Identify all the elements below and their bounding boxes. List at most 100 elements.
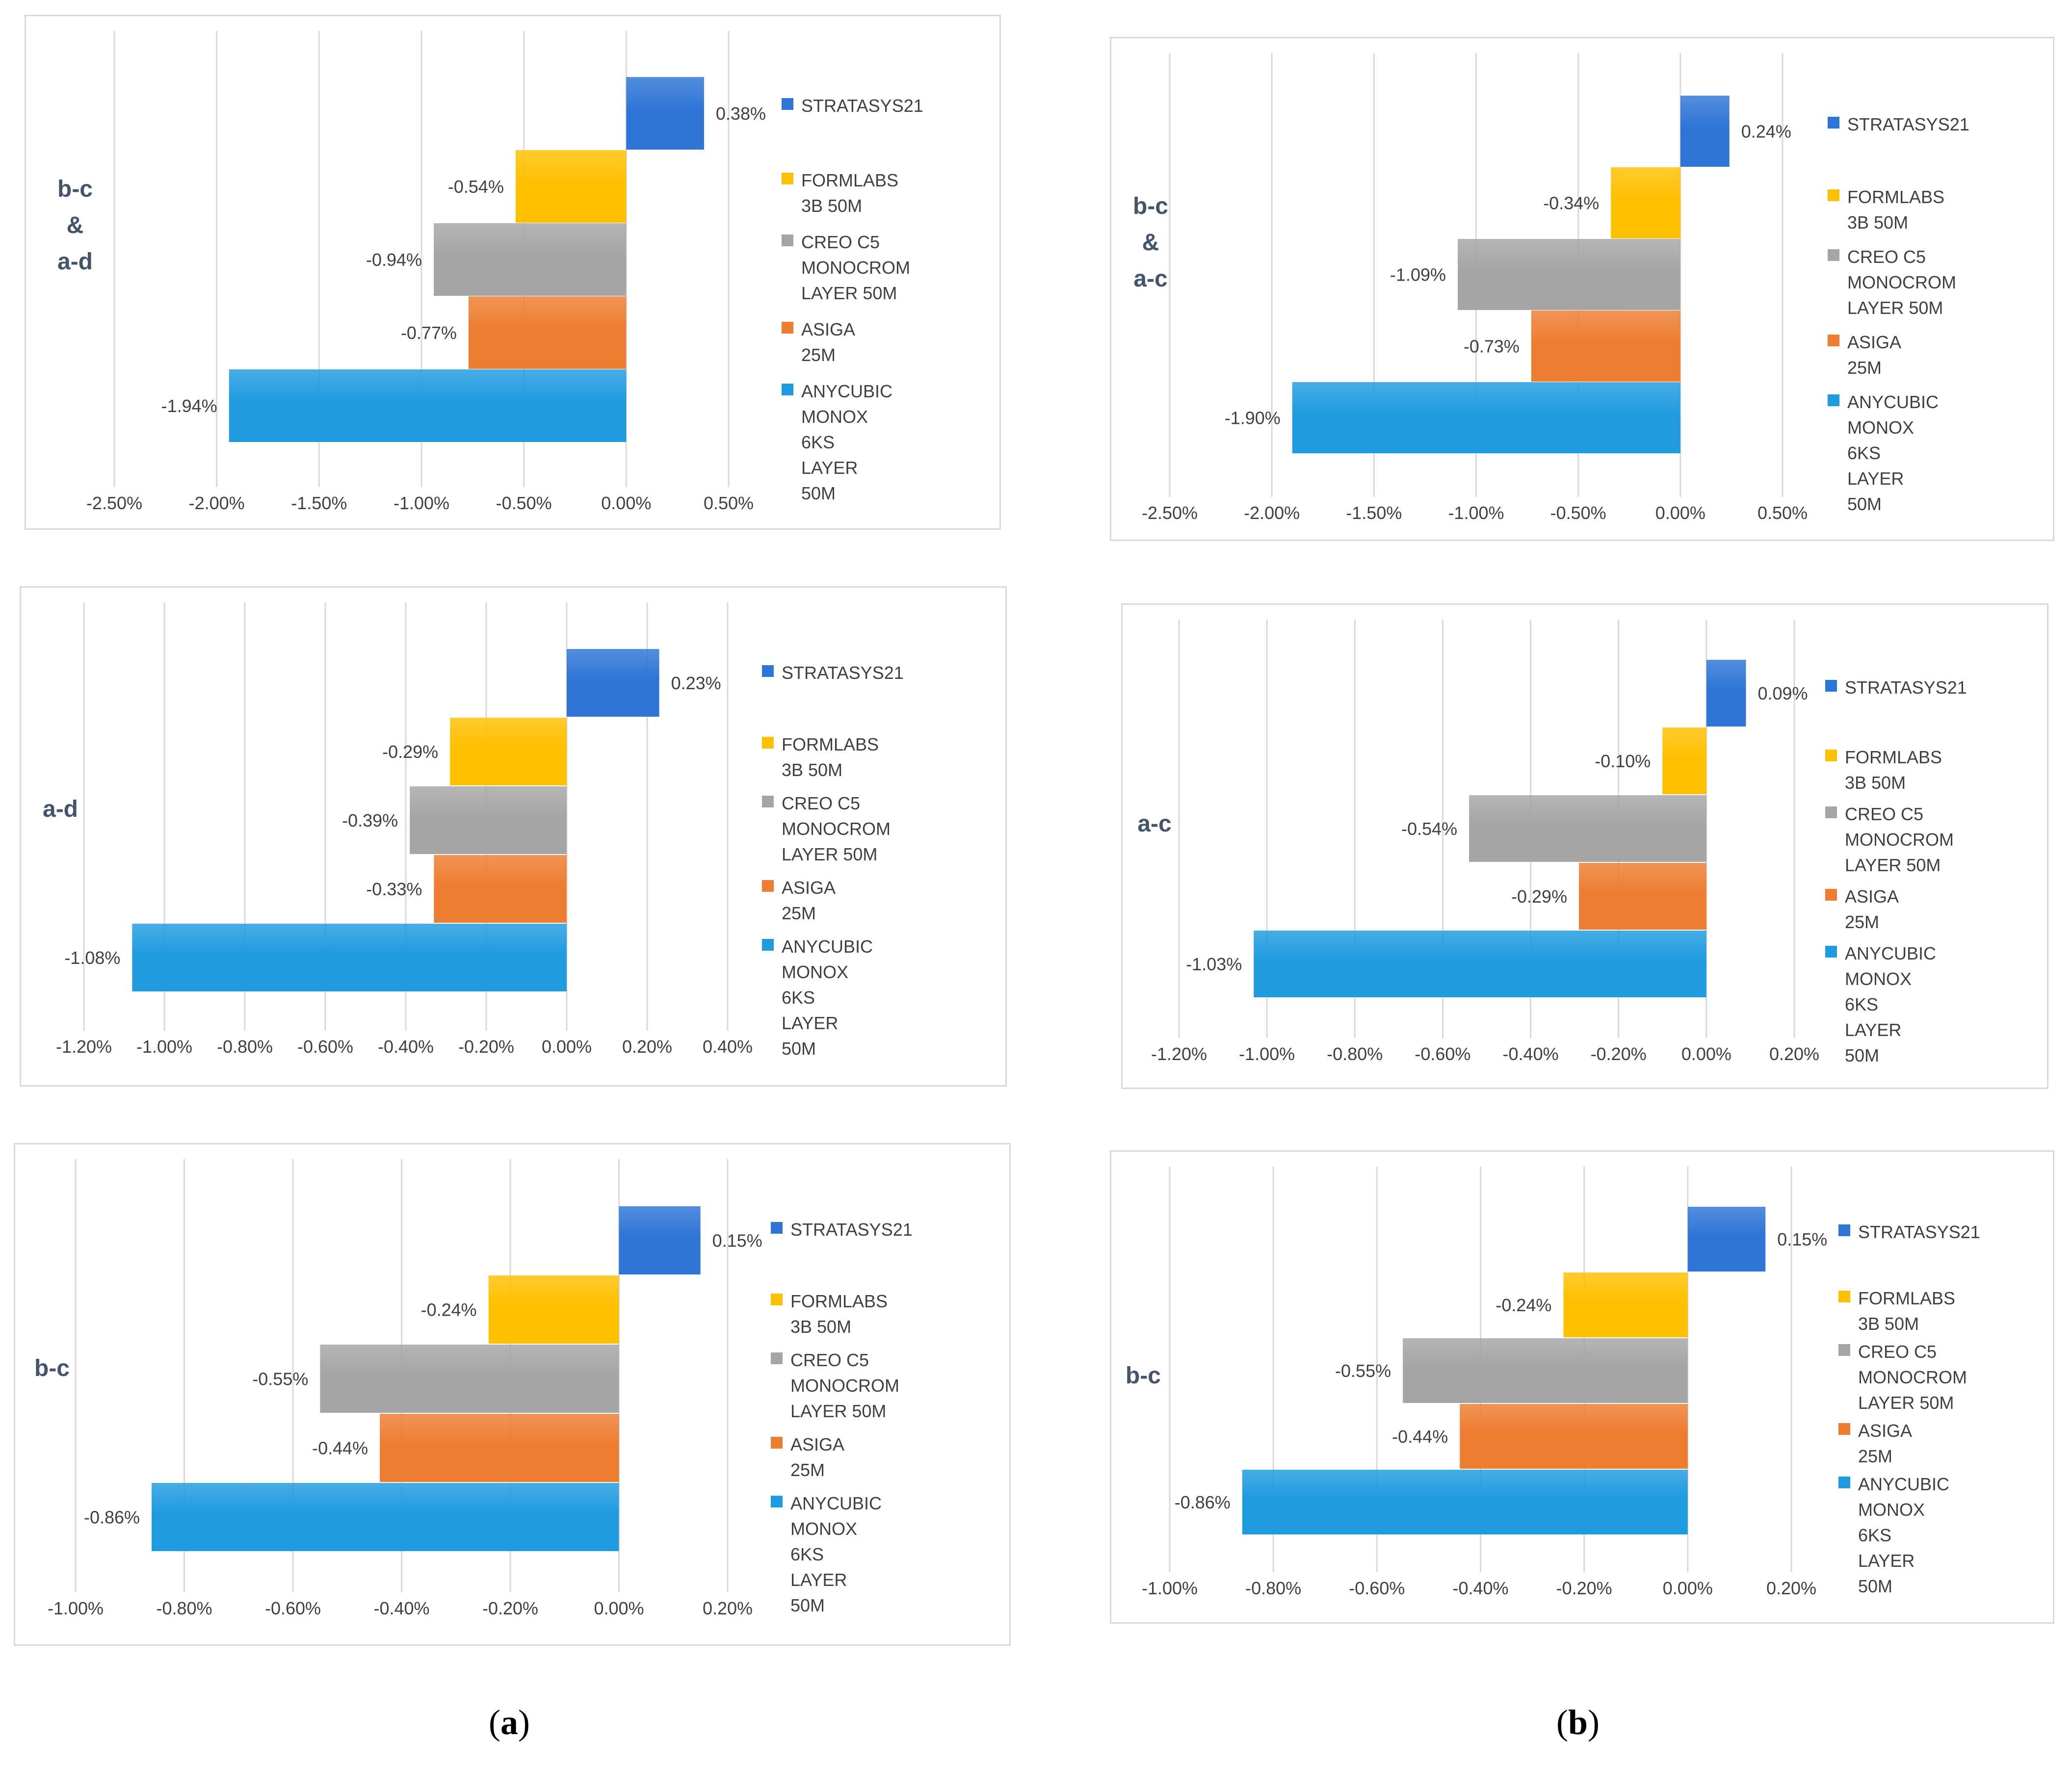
legend-swatch — [762, 665, 774, 677]
legend-item-stratasys21: STRATASYS21 — [1828, 112, 1969, 137]
legend-swatch — [1828, 117, 1839, 129]
legend-label: FORMLABS 3B 50M — [1858, 1288, 1956, 1334]
x-tick-label: 0.50% — [704, 493, 754, 513]
bar-anycubic — [152, 1483, 619, 1551]
legend-label: CREO C5 MONOCROM LAYER 50M — [1845, 804, 1954, 875]
chart-panel-b-top: -2.50% -2.00% -1.50% -1.00% -0.50% 0.00% 0.50%… — [1110, 37, 2054, 541]
legend-item-formlabs: FORMLABS 3B 50M — [782, 168, 898, 219]
bar-creo — [1469, 795, 1706, 862]
legend-label: FORMLABS 3B 50M — [801, 170, 899, 216]
legend-swatch — [1828, 249, 1839, 261]
legend-label: CREO C5 MONOCROM LAYER 50M — [790, 1350, 899, 1421]
bar-formlabs — [515, 150, 627, 223]
legend-label: ANYCUBIC MONOX 6KS LAYER 50M — [790, 1493, 882, 1615]
x-tick-label: -0.60% — [297, 1037, 353, 1057]
x-tick-label: 0.00% — [1655, 503, 1705, 523]
data-label-stratasys21: 0.23% — [671, 673, 721, 693]
x-tick-label: -1.50% — [1346, 503, 1402, 523]
legend-item-asiga: ASIGA 25M — [771, 1432, 843, 1483]
legend-label: STRATASYS21 — [790, 1220, 913, 1240]
legend-label: ASIGA 25M — [801, 319, 855, 365]
legend-label: CREO C5 MONOCROM LAYER 50M — [801, 232, 910, 303]
data-label-stratasys21: 0.15% — [1777, 1229, 1827, 1249]
data-label-formlabs: -0.24% — [421, 1300, 477, 1320]
data-label-asiga: -0.29% — [1511, 886, 1567, 907]
legend-item-stratasys21: STRATASYS21 — [1838, 1220, 1980, 1245]
chart-side-label: b-c — [34, 1355, 70, 1381]
legend-swatch — [782, 234, 793, 246]
x-tick-label: -1.00% — [393, 493, 449, 513]
legend-swatch — [771, 1294, 783, 1305]
data-label-stratasys21: 0.38% — [716, 104, 766, 124]
chart-svg: -1.20% -1.00% -0.80% -0.60% -0.40% -0.20% 0.00… — [1151, 620, 1819, 1064]
legend-label: CREO C5 MONOCROM LAYER 50M — [1847, 247, 1956, 318]
x-tick-label: -0.20% — [458, 1037, 514, 1057]
x-tick-label: -0.60% — [265, 1598, 321, 1618]
x-tick-label: -2.00% — [189, 493, 245, 513]
data-label-formlabs: -0.24% — [1495, 1295, 1551, 1315]
legend-item-asiga: ASIGA 25M — [1828, 330, 1900, 381]
data-label-asiga: -0.44% — [1392, 1427, 1448, 1447]
bar-creo — [320, 1345, 619, 1413]
data-label-asiga: -0.44% — [312, 1438, 368, 1458]
x-tick-label: -0.80% — [156, 1598, 212, 1618]
legend-swatch — [1828, 189, 1839, 201]
x-tick-label: -2.50% — [86, 493, 142, 513]
x-tick-label: 0.40% — [703, 1037, 753, 1057]
data-label-anycubic: -1.03% — [1186, 954, 1242, 974]
legend-swatch — [771, 1496, 783, 1507]
legend-label: ASIGA 25M — [790, 1434, 844, 1480]
x-tick-label: -0.20% — [1556, 1578, 1612, 1598]
x-tick-label: 0.20% — [703, 1598, 753, 1618]
bar-creo — [1458, 239, 1680, 310]
legend-label: CREO C5 MONOCROM LAYER 50M — [1858, 1342, 1967, 1413]
legend-label: ANYCUBIC MONOX 6KS LAYER 50M — [1847, 392, 1939, 514]
bar-anycubic — [1292, 382, 1680, 453]
chart-side-label: a-d — [43, 796, 78, 822]
data-label-formlabs: -0.29% — [382, 742, 438, 762]
data-label-formlabs: -0.34% — [1543, 193, 1599, 213]
data-label-anycubic: -1.94% — [161, 396, 217, 416]
data-label-stratasys21: 0.15% — [712, 1231, 762, 1251]
bar-asiga — [434, 855, 567, 923]
legend-item-anycubic: ANYCUBIC MONOX 6KS LAYER 50M — [1825, 941, 1936, 1068]
chart-side-label: a-c — [1137, 811, 1172, 837]
bar-asiga — [468, 296, 627, 369]
chart-panel-a-top: -2.50% -2.00% -1.50% -1.00% -0.50% 0.00% 0.50%… — [25, 15, 1001, 530]
bar-anycubic — [229, 369, 627, 442]
data-label-creo: -0.39% — [342, 810, 398, 831]
legend-swatch — [782, 173, 793, 184]
legend-item-asiga: ASIGA 25M — [782, 317, 854, 368]
x-tick-label: -0.20% — [482, 1598, 538, 1618]
legend-item-stratasys21: STRATASYS21 — [762, 660, 904, 686]
legend-label: ANYCUBIC MONOX 6KS LAYER 50M — [1845, 943, 1937, 1065]
legend-label: FORMLABS 3B 50M — [790, 1291, 888, 1337]
bar-formlabs — [1662, 727, 1706, 794]
legend-swatch — [1825, 889, 1837, 901]
legend-item-anycubic: ANYCUBIC MONOX 6KS LAYER 50M — [762, 934, 873, 1062]
bar-formlabs — [488, 1275, 619, 1344]
x-tick-label: -0.60% — [1349, 1578, 1405, 1598]
chart-svg: -2.50% -2.00% -1.50% -1.00% -0.50% 0.00% 0.50%… — [86, 31, 766, 513]
data-label-creo: -0.94% — [366, 250, 422, 270]
x-tick-label: 0.00% — [542, 1037, 592, 1057]
x-tick-label: -0.50% — [496, 493, 552, 513]
legend-label: ASIGA 25M — [1847, 332, 1901, 378]
legend-label: FORMLABS 3B 50M — [1845, 747, 1942, 793]
x-tick-label: -1.50% — [291, 493, 347, 513]
legend-label: ANYCUBIC MONOX 6KS LAYER 50M — [1858, 1474, 1950, 1596]
legend-item-anycubic: ANYCUBIC MONOX 6KS LAYER 50M — [1828, 389, 1939, 517]
x-tick-label: -1.00% — [1448, 503, 1504, 523]
legend-item-anycubic: ANYCUBIC MONOX 6KS LAYER 50M — [1838, 1472, 1949, 1599]
x-tick-label: 0.20% — [1766, 1578, 1816, 1598]
x-tick-label: 0.00% — [1681, 1044, 1731, 1064]
legend-swatch — [762, 880, 774, 892]
legend-item-formlabs: FORMLABS 3B 50M — [1828, 184, 1944, 235]
x-tick-label: -0.40% — [378, 1037, 434, 1057]
chart-svg: -1.20% -1.00% -0.80% -0.60% -0.40% -0.20% 0.00… — [56, 602, 753, 1057]
legend-swatch — [782, 384, 793, 395]
legend-swatch — [1838, 1423, 1850, 1435]
x-tick-label: -1.00% — [1142, 1578, 1198, 1598]
data-label-stratasys21: 0.24% — [1741, 122, 1791, 142]
bar-stratasys21 — [567, 649, 659, 717]
